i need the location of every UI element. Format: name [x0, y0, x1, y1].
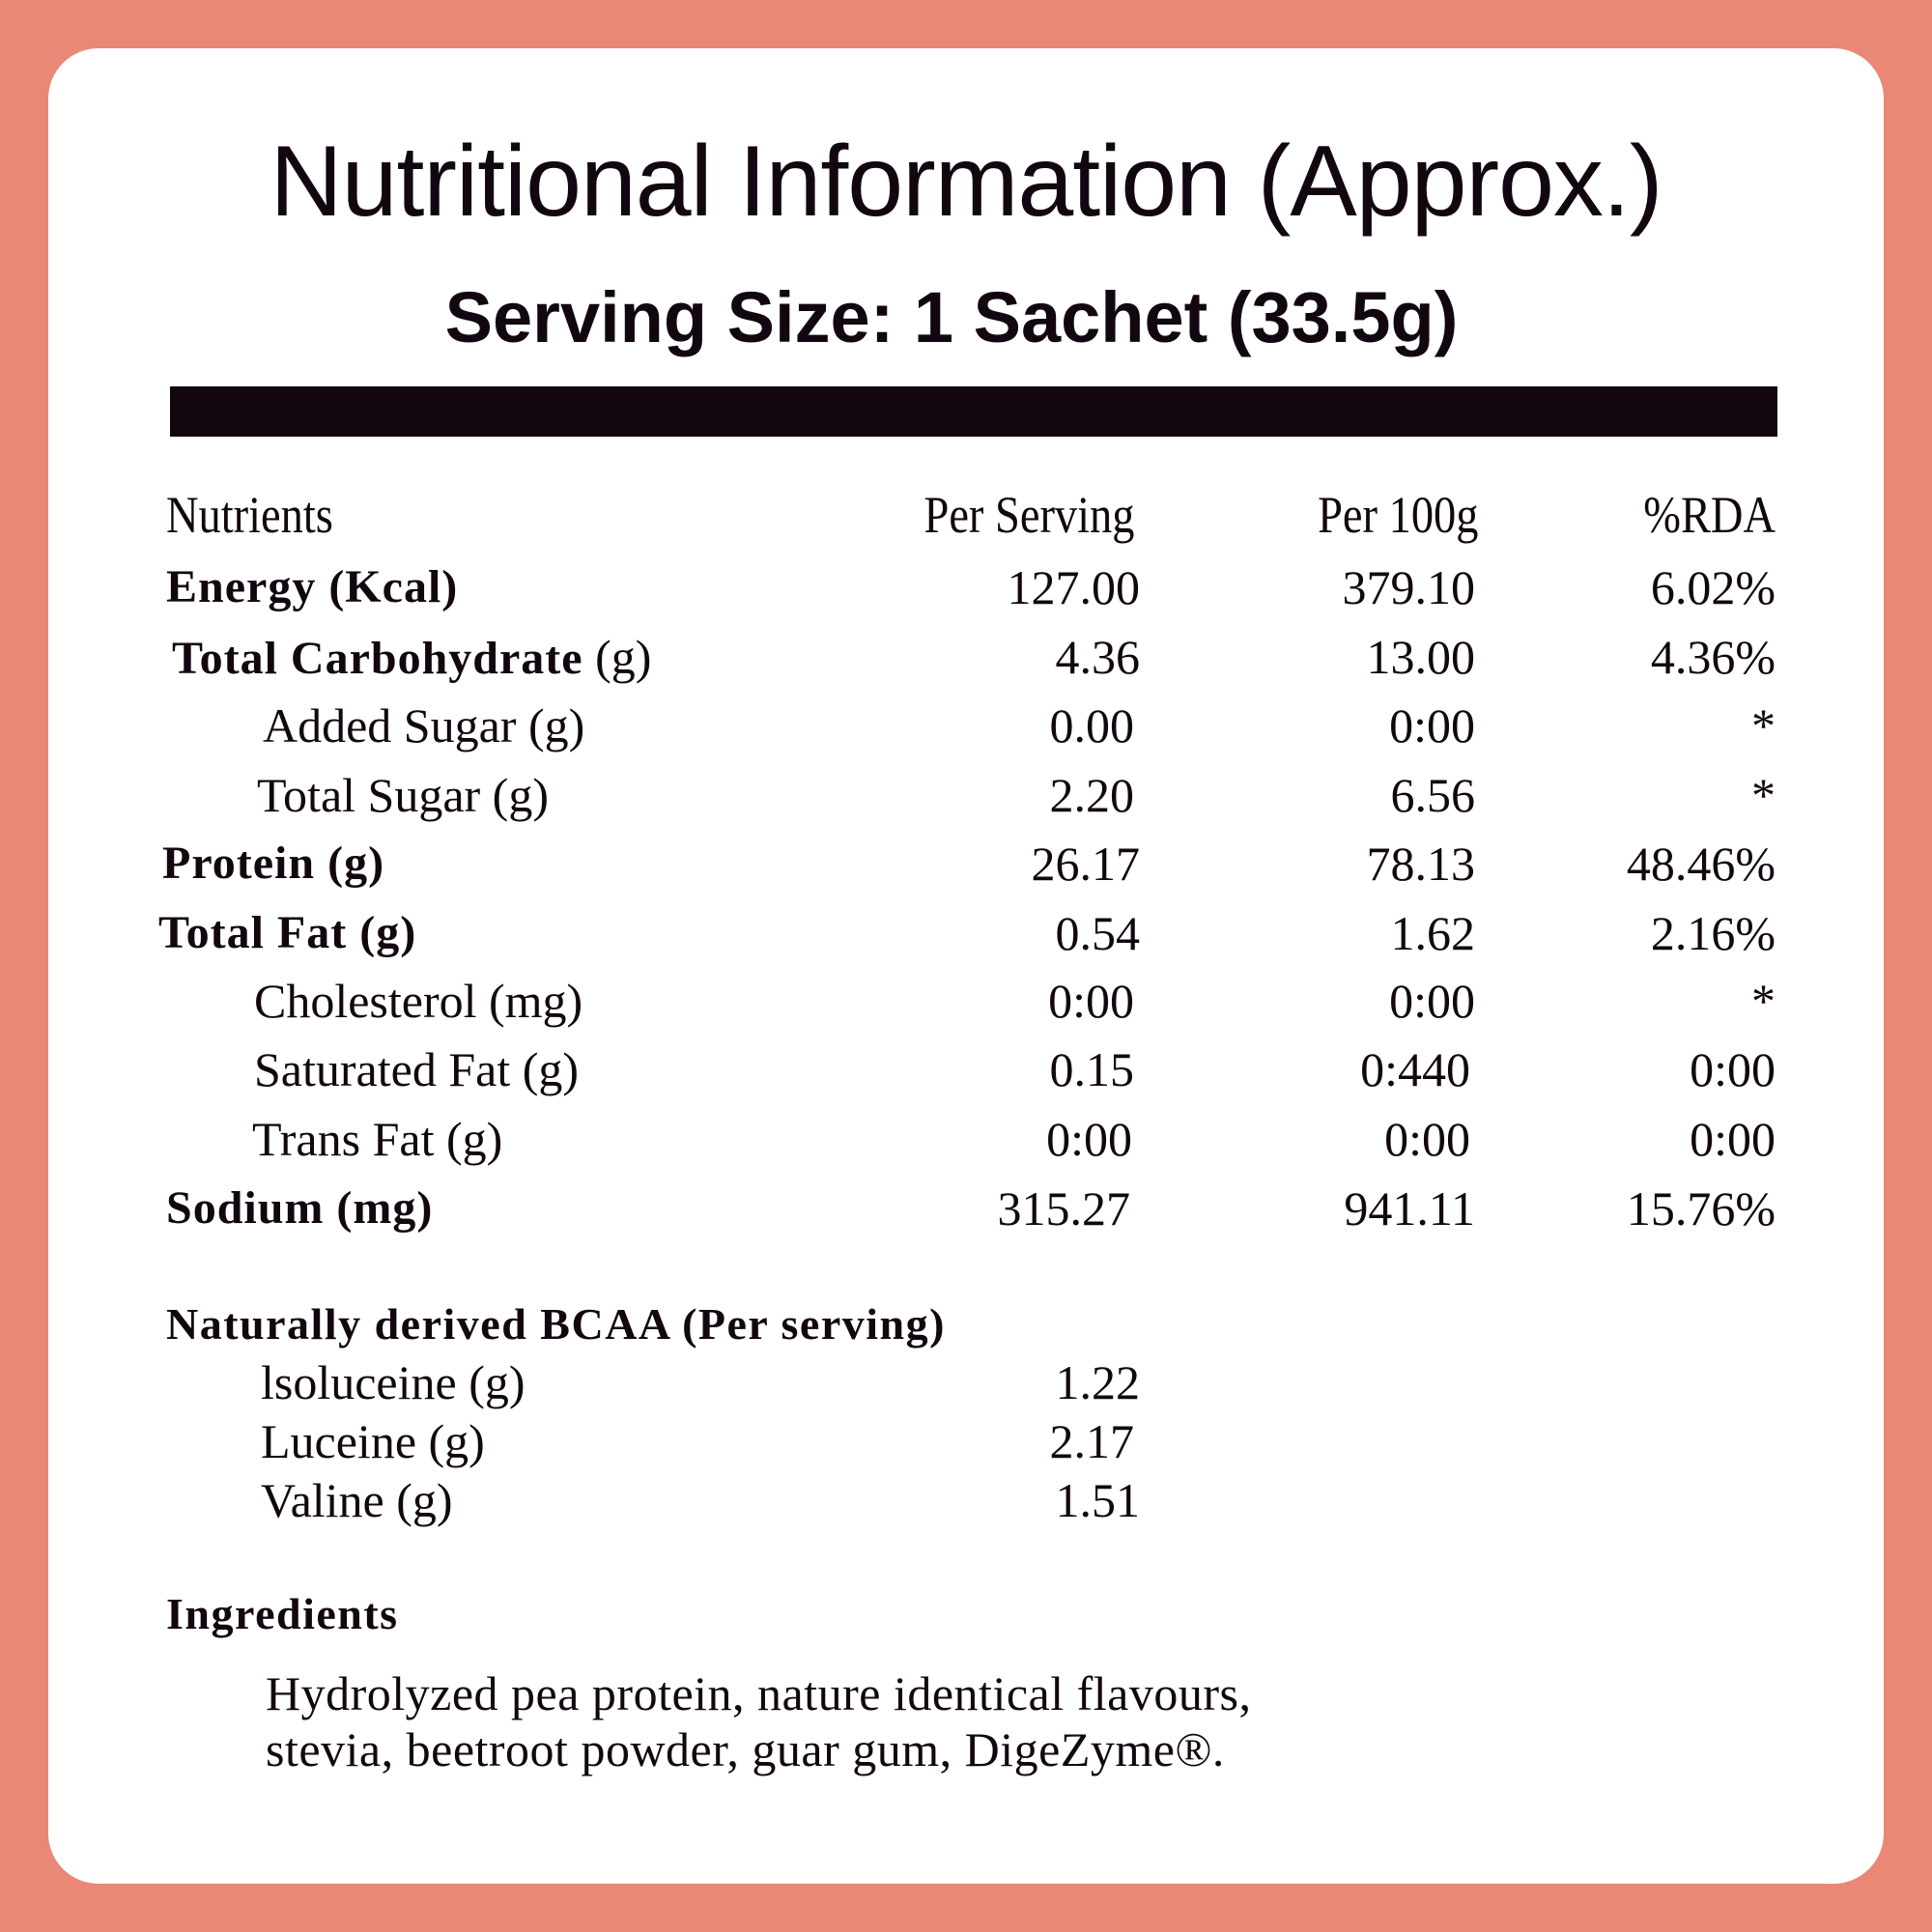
per-100g-value: 0:00: [1389, 698, 1475, 753]
bcaa-row: lsoluceine (g) 1.22: [0, 1353, 1932, 1411]
per-100g-value: 0:00: [1384, 1112, 1470, 1166]
column-header-rda: %RDA: [1643, 486, 1776, 544]
per-serving-value: 0:00: [1048, 974, 1134, 1028]
serving-size: Serving Size: 1 Sachet (33.5g): [444, 277, 1459, 357]
per-100g-value: 379.10: [1342, 560, 1476, 614]
nutrient-label: Total Carbohydrate (g): [172, 623, 651, 691]
nutrient-label: Total Fat (g): [158, 907, 417, 958]
per-100g-value: 13.00: [1366, 630, 1476, 684]
rda-value: 2.16%: [1650, 906, 1776, 960]
per-serving-value: 2.20: [1049, 768, 1135, 822]
bcaa-value: 2.17: [1049, 1414, 1135, 1468]
nutrient-label: Energy (Kcal): [166, 561, 459, 612]
per-serving-value: 0.00: [1049, 698, 1135, 753]
per-serving-value: 127.00: [1007, 560, 1141, 614]
table-header: Nutrients Per Serving Per 100g %RDA: [0, 481, 1932, 549]
per-serving-value: 0:00: [1046, 1112, 1132, 1166]
rda-value: 48.46%: [1626, 837, 1776, 891]
nutrient-label: Sodium (mg): [166, 1182, 434, 1234]
per-serving-value: 4.36: [1055, 630, 1141, 684]
nutrient-unit: (g): [582, 630, 652, 684]
rda-value: 15.76%: [1626, 1181, 1776, 1236]
per-serving-value: 26.17: [1031, 837, 1141, 891]
bcaa-value: 1.22: [1055, 1355, 1141, 1409]
bcaa-label: Luceine (g): [261, 1414, 485, 1468]
per-100g-value: 78.13: [1366, 837, 1476, 891]
table-row: Sodium (mg) 315.27 941.11 15.76%: [0, 1175, 1932, 1242]
rda-value: 4.36%: [1650, 630, 1776, 684]
bcaa-label: Valine (g): [261, 1473, 453, 1527]
nutrient-label: Added Sugar (g): [263, 698, 585, 753]
bcaa-heading: Naturally derived BCAA (Per serving): [166, 1299, 946, 1349]
table-row: Total Sugar (g) 2.20 6.56 *: [0, 761, 1932, 829]
column-header-nutrients: Nutrients: [166, 486, 333, 544]
ingredients-line: stevia, beetroot powder, guar gum, DigeZ…: [266, 1722, 1225, 1776]
rda-value: *: [1751, 974, 1776, 1028]
rda-value: 0:00: [1690, 1112, 1776, 1166]
table-row: Total Carbohydrate (g) 4.36 13.00 4.36%: [0, 623, 1932, 691]
table-row: Added Sugar (g) 0.00 0:00 *: [0, 692, 1932, 759]
nutrient-label: Protein (g): [162, 838, 385, 889]
nutrient-label: Trans Fat (g): [252, 1112, 503, 1166]
bcaa-label: lsoluceine (g): [261, 1355, 526, 1409]
column-header-per-100g: Per 100g: [1317, 486, 1478, 544]
per-100g-value: 0:440: [1360, 1042, 1470, 1096]
bcaa-value: 1.51: [1055, 1473, 1141, 1527]
nutrient-name: Total Carbohydrate: [172, 633, 583, 684]
table-row: Cholesterol (mg) 0:00 0:00 *: [0, 967, 1932, 1035]
rda-value: *: [1751, 768, 1776, 822]
rda-value: 0:00: [1690, 1042, 1776, 1096]
page-title: Nutritional Information (Approx.): [270, 126, 1663, 238]
column-header-per-serving: Per Serving: [923, 486, 1134, 544]
per-serving-value: 315.27: [997, 1181, 1131, 1236]
per-100g-value: 0:00: [1389, 974, 1475, 1028]
per-serving-value: 0.15: [1049, 1042, 1135, 1096]
ingredients-line: Hydrolyzed pea protein, nature identical…: [266, 1666, 1252, 1720]
header-divider: [170, 386, 1777, 437]
ingredients-heading: Ingredients: [166, 1589, 399, 1638]
table-row: Trans Fat (g) 0:00 0:00 0:00: [0, 1105, 1932, 1173]
table-row: Total Fat (g) 0.54 1.62 2.16%: [0, 899, 1932, 967]
table-row: Energy (Kcal) 127.00 379.10 6.02%: [0, 554, 1932, 621]
table-row: Saturated Fat (g) 0.15 0:440 0:00: [0, 1036, 1932, 1103]
rda-value: *: [1751, 698, 1776, 753]
nutrient-label: Cholesterol (mg): [254, 974, 583, 1028]
per-serving-value: 0.54: [1055, 906, 1141, 960]
nutrient-label: Total Sugar (g): [257, 768, 549, 822]
per-100g-value: 6.56: [1390, 768, 1476, 822]
ingredients-text: Hydrolyzed pea protein, nature identical…: [266, 1665, 1521, 1777]
nutrient-label: Saturated Fat (g): [254, 1042, 580, 1096]
bcaa-row: Valine (g) 1.51: [0, 1471, 1932, 1529]
per-100g-value: 1.62: [1390, 906, 1476, 960]
per-100g-value: 941.11: [1344, 1181, 1475, 1236]
nutrition-card: [48, 48, 1884, 1884]
rda-value: 6.02%: [1650, 560, 1776, 614]
table-row: Protein (g) 26.17 78.13 48.46%: [0, 830, 1932, 897]
bcaa-row: Luceine (g) 2.17: [0, 1412, 1932, 1470]
